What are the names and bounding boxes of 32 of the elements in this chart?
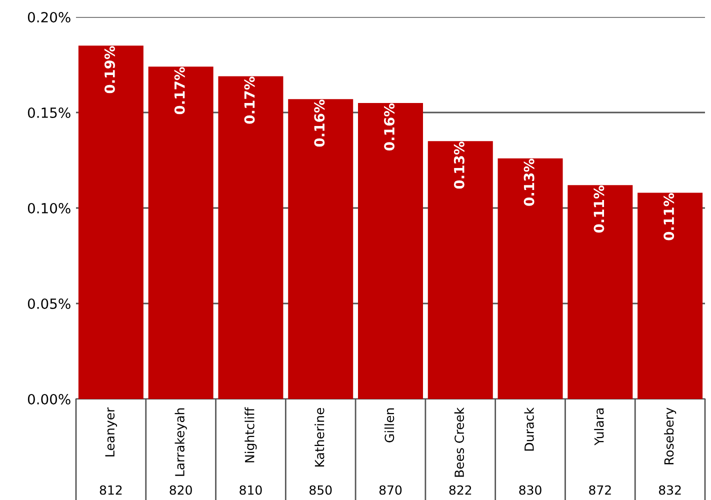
data-label: 0.13% (454, 142, 464, 189)
bar (428, 141, 493, 399)
data-label: 0.19% (104, 46, 115, 94)
data-label: 0.17% (174, 67, 185, 114)
category-label: Nightcliff 810 (240, 407, 262, 495)
x-tick-label: Bees Creek 822 (449, 407, 472, 495)
data-label: 0.16% (384, 103, 395, 150)
x-tick-label: Larrakeyah 820 (170, 408, 192, 495)
bar (638, 192, 703, 399)
category-label: Katherine 850 (310, 408, 332, 495)
bar (148, 66, 214, 399)
y-tick-label: 0.05% (28, 298, 70, 309)
data-label: 0.11% (664, 193, 674, 240)
bar (78, 46, 144, 399)
bar (218, 76, 284, 399)
category-label: Rosebery 832 (658, 408, 681, 495)
bar (568, 185, 633, 399)
y-tick-label: 0.10% (28, 202, 70, 214)
category-label: Yulara 872 (589, 408, 611, 495)
bar (358, 102, 423, 399)
y-tick-label: 0.20% (28, 12, 70, 22)
bar (288, 99, 354, 399)
category-label: Gillen 870 (379, 408, 402, 495)
y-tick-label: 0.15% (28, 107, 70, 118)
bar (498, 158, 563, 399)
data-label: 0.16% (314, 100, 325, 147)
data-label: 0.11% (594, 186, 604, 233)
category-label: Leanyer 812 (100, 407, 122, 495)
y-tick-label: 0.00% (28, 394, 70, 404)
category-label: Durack 830 (519, 407, 542, 495)
data-label: 0.17% (244, 76, 255, 124)
data-label: 0.13% (524, 158, 534, 206)
